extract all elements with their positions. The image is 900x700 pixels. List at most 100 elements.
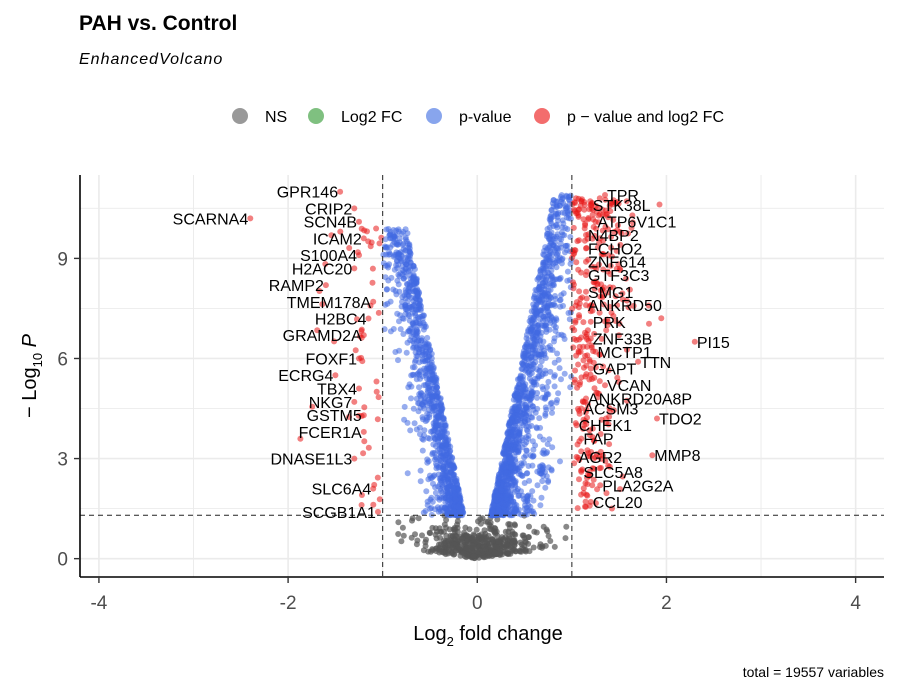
data-point [603,327,610,334]
data-point [495,492,501,499]
data-point [549,444,556,451]
data-point [583,421,590,428]
data-point [358,225,365,232]
data-point [356,355,362,362]
x-axis-title: Log2 fold change [413,623,563,649]
data-point [331,338,338,345]
data-point [400,331,407,337]
data-point [432,379,439,386]
data-point [432,489,439,496]
data-point [492,549,498,556]
data-point [529,414,536,421]
data-point [654,415,660,422]
data-point [376,496,383,503]
data-point [508,542,515,549]
data-point [425,435,431,441]
data-point [545,477,552,484]
data-point [416,384,422,391]
data-point [440,494,447,501]
data-point [417,313,424,320]
data-point [540,447,547,454]
data-point [536,338,543,345]
data-point [592,218,599,225]
data-point [401,403,408,410]
data-point [447,463,454,470]
data-point [566,201,573,208]
data-point [612,293,619,300]
data-point [356,385,362,392]
data-point [548,207,555,214]
data-point [619,473,626,480]
data-point [505,521,512,528]
legend-label-ns: NS [265,109,287,126]
data-point [395,531,402,537]
data-point [489,536,496,543]
data-point [580,485,587,492]
data-point [573,337,580,343]
data-point [576,288,583,295]
data-point [423,488,430,495]
data-point [452,492,459,499]
data-point [420,509,427,516]
data-point [565,215,572,222]
data-point [599,227,606,234]
data-point [550,197,557,204]
y-tick-label: 3 [57,450,68,471]
data-point [607,208,614,215]
data-point [492,525,499,532]
gene-label: GRAMD2A [283,328,362,345]
chart-subtitle: EnhancedVolcano [79,51,224,68]
gene-label: NKG7 [309,395,353,412]
data-point [498,468,504,475]
data-point [550,260,557,267]
data-point [430,427,437,434]
gene-label: PI15 [697,335,730,352]
gene-label: S100A4 [300,248,357,265]
data-point [614,302,621,309]
data-point [546,230,553,237]
data-point [515,394,522,401]
y-tick-label: 6 [57,349,68,370]
data-point [541,304,548,311]
data-point [441,476,447,483]
data-point [629,212,636,219]
data-point [519,360,526,367]
data-point [396,235,403,242]
data-point [518,376,524,383]
data-point [432,386,439,393]
data-point [597,287,604,294]
gene-label: SCGB1A1 [302,505,376,522]
legend: NS Log2 FC p-value p − value and log2 FC [232,108,724,126]
data-point [575,212,582,219]
gene-label: ANKRD50 [588,298,662,315]
data-point [545,378,552,385]
data-point [503,541,510,548]
data-point [587,365,594,372]
data-point [399,271,406,278]
data-point [591,285,598,292]
data-point [570,281,577,288]
data-point [370,485,377,492]
data-point [526,523,532,530]
data-point [493,544,500,551]
data-point [604,322,611,329]
data-point [424,334,431,341]
data-point [556,202,563,209]
data-point [578,197,585,204]
data-point [566,316,573,323]
data-point [589,211,596,218]
data-point [534,390,541,396]
data-point [370,501,377,508]
data-point [571,460,578,467]
data-point [526,548,533,555]
data-point [525,534,532,541]
data-point [482,518,489,525]
gene-label: H2BC4 [315,311,367,328]
data-point [360,235,367,242]
gene-label: GTF3C3 [588,268,649,285]
data-point [545,296,552,303]
data-point [413,328,420,335]
data-point [630,302,637,309]
data-point [360,428,367,435]
data-point [393,227,400,234]
